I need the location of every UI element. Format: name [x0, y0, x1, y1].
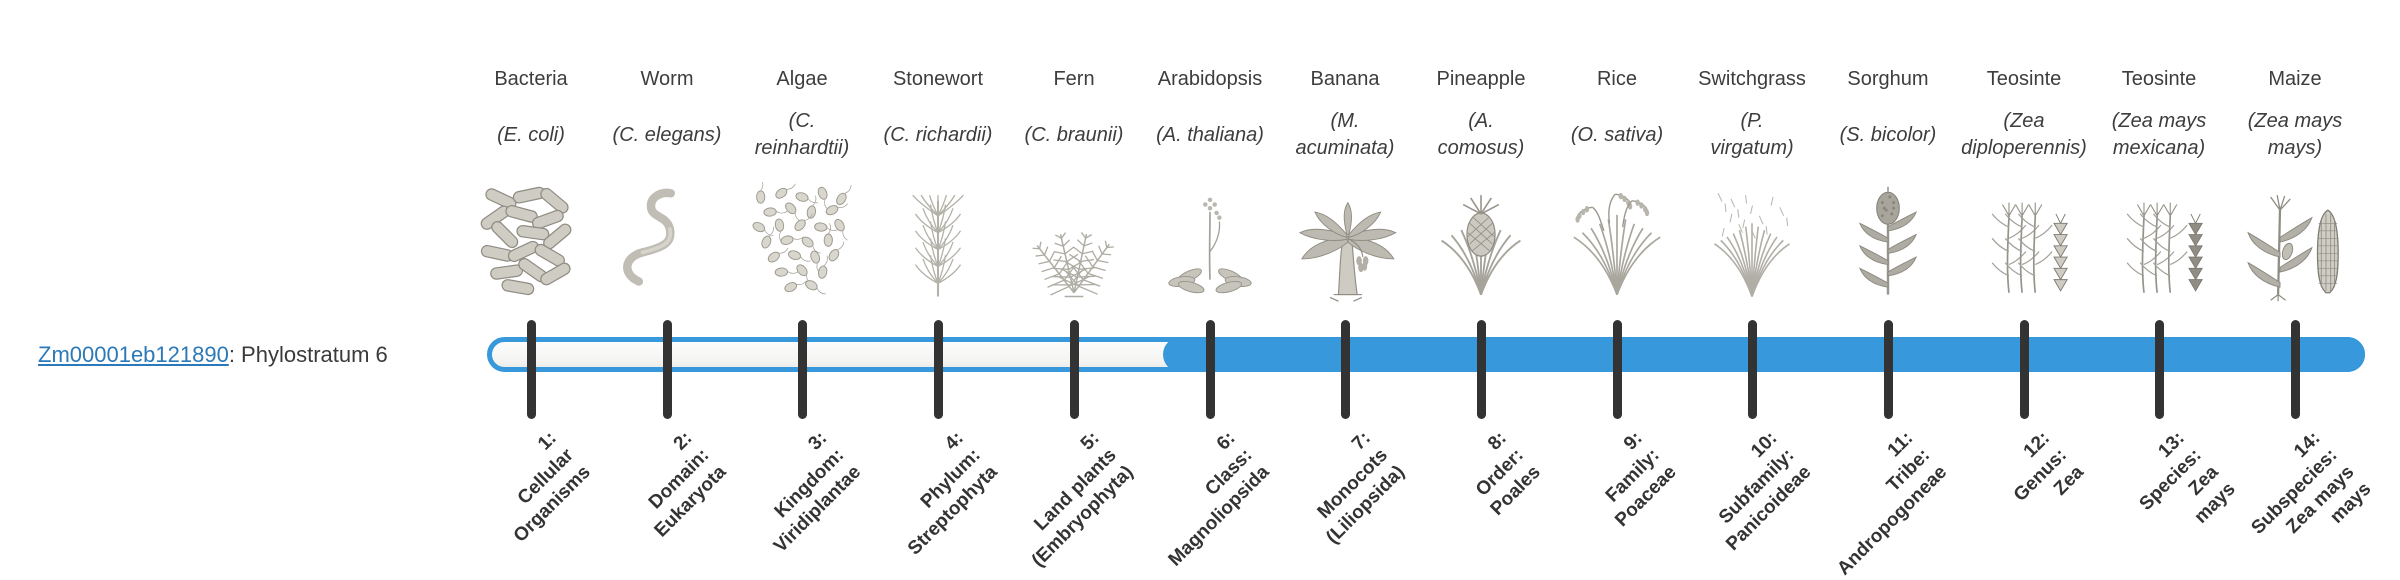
timeline-bar-fill — [1163, 337, 2365, 372]
stratum-label-14: 14: Subspecies: Zea mays mays — [2247, 427, 2376, 539]
stratum-label-10: 10: Subfamily: Panicoideae — [1714, 427, 1816, 555]
maize-icon — [2223, 180, 2367, 304]
organism-species: (A. comosus) — [1437, 110, 1525, 159]
stratum-tick-9 — [1612, 320, 1622, 419]
organism-species: (P. virgatum) — [1710, 110, 1794, 159]
organism-species: (C. elegans) — [612, 123, 722, 146]
stratum-label-13: 13: Species: Zea mays — [2135, 427, 2240, 528]
stratum-label-1: 1: Cellular Organisms — [509, 427, 595, 547]
organism-species: (Zea mays mays) — [2247, 110, 2343, 159]
organism-name: Arabidopsis — [1157, 68, 1263, 90]
organism-species: (Zea mays mexicana) — [2111, 110, 2207, 159]
worm-icon — [595, 180, 739, 304]
stratum-tick-10 — [1747, 320, 1757, 419]
stratum-label-5: 5: Land plants (Embryophyta) — [1027, 427, 1138, 572]
banana-icon — [1273, 180, 1417, 304]
stratum-label-8: 8: Order: Poales — [1471, 427, 1545, 520]
organism-name: Algae — [776, 68, 828, 90]
stratum-tick-5 — [1069, 320, 1079, 419]
organism-name: Pineapple — [1436, 68, 1526, 90]
sorghum-icon — [1816, 180, 1960, 304]
organism-name: Switchgrass — [1698, 68, 1806, 90]
stratum-label-2: 2: Domain: Eukaryota — [644, 427, 731, 542]
organism-species: (O. sativa) — [1570, 123, 1664, 146]
teosinte-diploperennis-icon — [1952, 180, 2096, 304]
gene-label: Zm00001eb121890: Phylostratum 6 — [38, 341, 388, 369]
organism-species: (M. acuminata) — [1295, 110, 1395, 159]
organism-name: Bacteria — [494, 68, 568, 90]
stratum-tick-8 — [1476, 320, 1486, 419]
stratum-tick-11 — [1883, 320, 1893, 419]
organism-name: Banana — [1310, 68, 1380, 90]
organism-name: Maize — [2268, 68, 2322, 90]
gene-phylostratum-text: : Phylostratum 6 — [228, 342, 388, 367]
stratum-tick-6 — [1205, 320, 1215, 419]
organism-name: Rice — [1596, 68, 1637, 90]
stratum-label-7: 7: Monocots (Liliopsida) — [1313, 427, 1409, 549]
organism-species: (A. thaliana) — [1156, 123, 1264, 146]
switchgrass-icon — [1680, 180, 1824, 304]
stratum-tick-13 — [2154, 320, 2164, 419]
organism-species: (C. reinhardtii) — [754, 110, 850, 159]
organism-name: Sorghum — [1847, 68, 1929, 90]
stratum-tick-14 — [2290, 320, 2300, 419]
organism-name: Fern — [1053, 68, 1095, 90]
stratum-label-4: 4: Phylum: Streptophyta — [903, 427, 1002, 560]
organism-species: (C. braunii) — [1024, 123, 1124, 146]
stratum-tick-7 — [1340, 320, 1350, 419]
stratum-tick-1 — [526, 320, 536, 419]
pineapple-icon — [1409, 180, 1553, 304]
organism-species: (E. coli) — [497, 123, 565, 146]
stratum-label-6: 6: Class: Magnoliopsida — [1164, 427, 1274, 571]
stratum-tick-12 — [2019, 320, 2029, 419]
algae-icon — [730, 180, 874, 304]
organism-name: Teosinte — [1986, 68, 2062, 90]
organism-name: Teosinte — [2121, 68, 2197, 90]
stonewort-icon — [866, 180, 1010, 304]
stratum-tick-4 — [933, 320, 943, 419]
stratum-label-12: 12: Genus: Zea — [2009, 427, 2088, 506]
organism-species: (Zea diploperennis) — [1961, 110, 2087, 159]
stratum-label-11: 11: Tribe: Andropogoneae — [1833, 427, 1952, 580]
stratum-label-3: 3: Kingdom: Viridiplantae — [770, 427, 866, 557]
organism-name: Stonewort — [892, 68, 984, 90]
stratum-label-9: 9: Family: Poaceae — [1601, 427, 1681, 532]
teosinte-mexicana-icon — [2087, 180, 2231, 304]
stratum-tick-2 — [662, 320, 672, 419]
gene-id-link[interactable]: Zm00001eb121890 — [38, 342, 229, 367]
organism-species: (S. bicolor) — [1839, 123, 1937, 146]
fern-icon — [1002, 180, 1146, 304]
bacteria-icon — [459, 180, 603, 304]
arabidopsis-icon — [1138, 180, 1282, 304]
rice-icon — [1545, 180, 1689, 304]
organism-species: (C. richardii) — [883, 123, 993, 146]
organism-name: Worm — [640, 68, 694, 90]
stratum-tick-3 — [797, 320, 807, 419]
